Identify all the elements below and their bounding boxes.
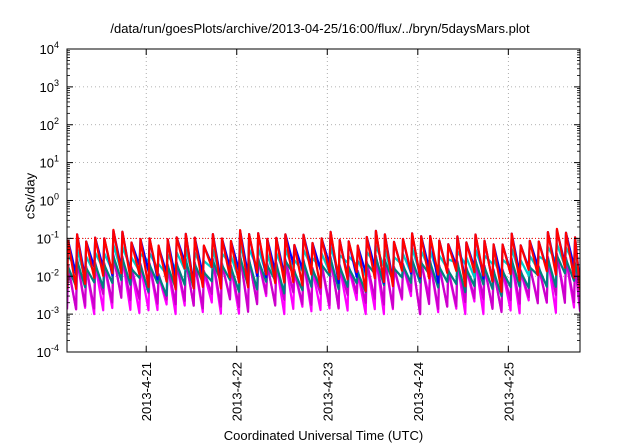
x-tick-label: 2013-4-25 xyxy=(501,362,516,421)
y-tick-label: 101 xyxy=(40,154,59,171)
grid-layer xyxy=(67,49,580,352)
x-tick-label: 2013-4-23 xyxy=(320,362,335,421)
plot-frame xyxy=(66,48,581,353)
series-line xyxy=(67,227,580,293)
chart-title: /data/run/goesPlots/archive/2013-04-25/1… xyxy=(110,21,530,36)
y-tick-label: 104 xyxy=(40,40,59,57)
y-tick-label: 103 xyxy=(40,78,59,95)
y-tick-label: 100 xyxy=(40,192,59,209)
x-tick-label: 2013-4-22 xyxy=(230,362,245,421)
x-tick-label: 2013-4-21 xyxy=(139,362,154,421)
x-axis-label: Coordinated Universal Time (UTC) xyxy=(223,428,424,443)
series-layer xyxy=(67,227,580,316)
y-tick-label: 10-4 xyxy=(37,343,59,360)
axes-layer: 10-4 10-3 10-2 10-1 100 101 102 103 104 2013-4-21… xyxy=(37,40,581,421)
y-tick-label: 10-1 xyxy=(37,229,59,246)
y-tick-label: 10-3 xyxy=(37,305,59,322)
x-tick-label: 2013-4-24 xyxy=(411,362,426,421)
y-tick-label: 10-2 xyxy=(37,267,59,284)
y-tick-label: 102 xyxy=(40,116,59,133)
